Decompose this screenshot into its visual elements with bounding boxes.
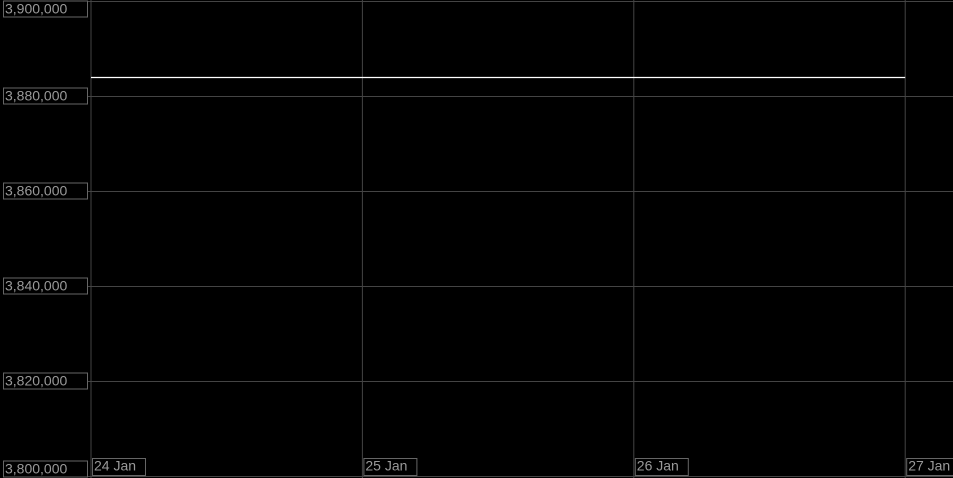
x-tick-box: [363, 458, 418, 476]
y-tick-box: [3, 182, 88, 200]
y-tick-label: 3,860,000: [5, 183, 67, 199]
y-tick-box: [3, 277, 88, 295]
y-tick-box: [3, 460, 88, 478]
x-tick-label: 27 Jan: [908, 458, 950, 474]
y-tick-label: 3,820,000: [5, 373, 67, 389]
y-tick-box: [3, 87, 88, 105]
x-tick-box: [634, 458, 689, 476]
y-tick-label: 3,880,000: [5, 88, 67, 104]
y-tick-box: [3, 372, 88, 390]
x-tick-box: [906, 458, 953, 476]
x-tick-label: 24 Jan: [94, 458, 136, 474]
y-tick-label: 3,840,000: [5, 278, 67, 294]
y-tick-box: [3, 0, 88, 18]
x-tick-box: [92, 458, 146, 476]
y-tick-label: 3,900,000: [5, 1, 67, 17]
x-tick-label: 26 Jan: [637, 458, 679, 474]
x-tick-label: 25 Jan: [365, 458, 407, 474]
y-tick-label: 3,800,000: [5, 461, 67, 477]
